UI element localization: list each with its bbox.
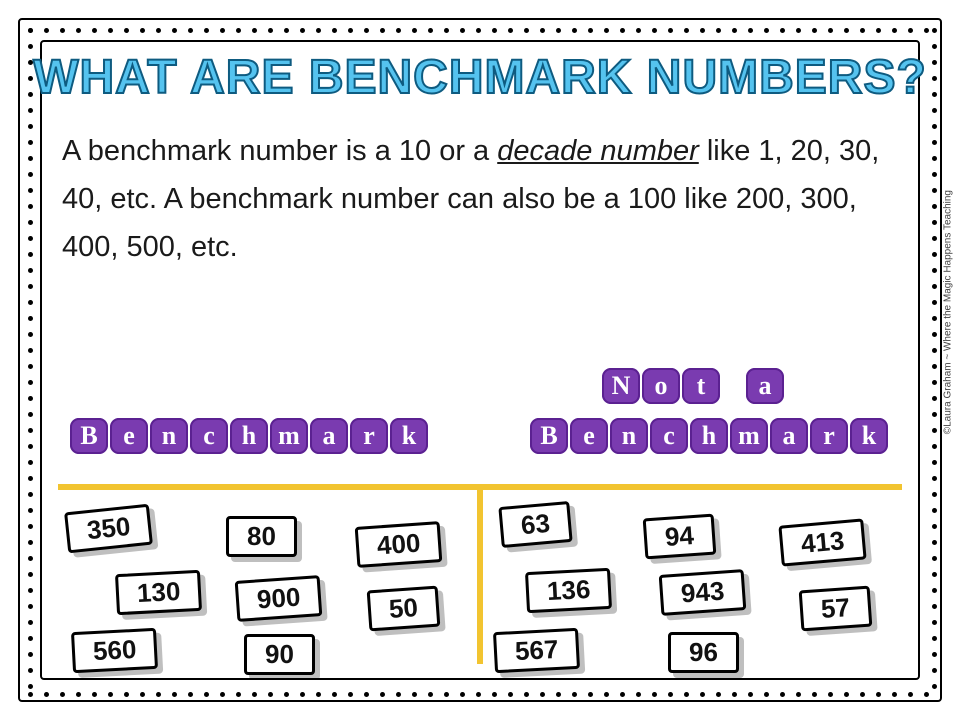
number-card: 350 xyxy=(64,504,153,554)
number-card: 50 xyxy=(367,586,441,632)
letter-bubble: c xyxy=(650,418,688,454)
letter-bubble: a xyxy=(746,368,784,404)
letter-bubble: e xyxy=(110,418,148,454)
number-card: 94 xyxy=(643,514,717,560)
number-card: 400 xyxy=(355,521,443,568)
letter-bubble: n xyxy=(610,418,648,454)
letter-bubble: a xyxy=(310,418,348,454)
label-benchmark-right: Benchmark xyxy=(530,418,888,454)
number-card: 96 xyxy=(668,632,739,673)
number-card: 567 xyxy=(493,628,580,673)
page-title: WHAT ARE BENCHMARK NUMBERS? xyxy=(0,50,960,105)
number-card: 413 xyxy=(778,518,867,566)
letter-bubble: m xyxy=(270,418,308,454)
number-card: 943 xyxy=(659,569,747,616)
letter-bubble: k xyxy=(850,418,888,454)
sort-table: 350804001309005056090 639441313694357567… xyxy=(58,484,902,664)
letter-bubble: B xyxy=(70,418,108,454)
letter-bubble: e xyxy=(570,418,608,454)
letter-bubble: a xyxy=(770,418,808,454)
letter-bubble: B xyxy=(530,418,568,454)
number-card: 57 xyxy=(799,586,873,632)
body-italic: decade number xyxy=(497,135,699,167)
letter-bubble: t xyxy=(682,368,720,404)
letter-bubble: h xyxy=(230,418,268,454)
letter-bubble: c xyxy=(190,418,228,454)
number-card: 63 xyxy=(498,501,572,548)
not-benchmark-column: 63944131369435756796 xyxy=(480,492,894,664)
credit-text: ©Laura Graham ~ Where the Magic Happens … xyxy=(942,190,953,434)
number-card: 136 xyxy=(525,568,612,613)
number-card: 80 xyxy=(226,516,297,557)
label-not-a: Nota xyxy=(602,368,784,404)
number-card: 130 xyxy=(115,570,202,615)
label-benchmark-left: Benchmark xyxy=(70,418,428,454)
letter-bubble: k xyxy=(390,418,428,454)
number-card: 90 xyxy=(244,634,315,675)
number-card: 560 xyxy=(71,628,158,673)
body-text: A benchmark number is a 10 or a decade n… xyxy=(62,128,898,272)
letter-bubble: h xyxy=(690,418,728,454)
letter-bubble: r xyxy=(810,418,848,454)
letter-bubble: m xyxy=(730,418,768,454)
number-card: 900 xyxy=(235,575,323,622)
letter-bubble: r xyxy=(350,418,388,454)
benchmark-column: 350804001309005056090 xyxy=(66,492,480,664)
letter-bubble: n xyxy=(150,418,188,454)
body-pre: A benchmark number is a 10 or a xyxy=(62,135,497,167)
letter-bubble: N xyxy=(602,368,640,404)
letter-bubble: o xyxy=(642,368,680,404)
